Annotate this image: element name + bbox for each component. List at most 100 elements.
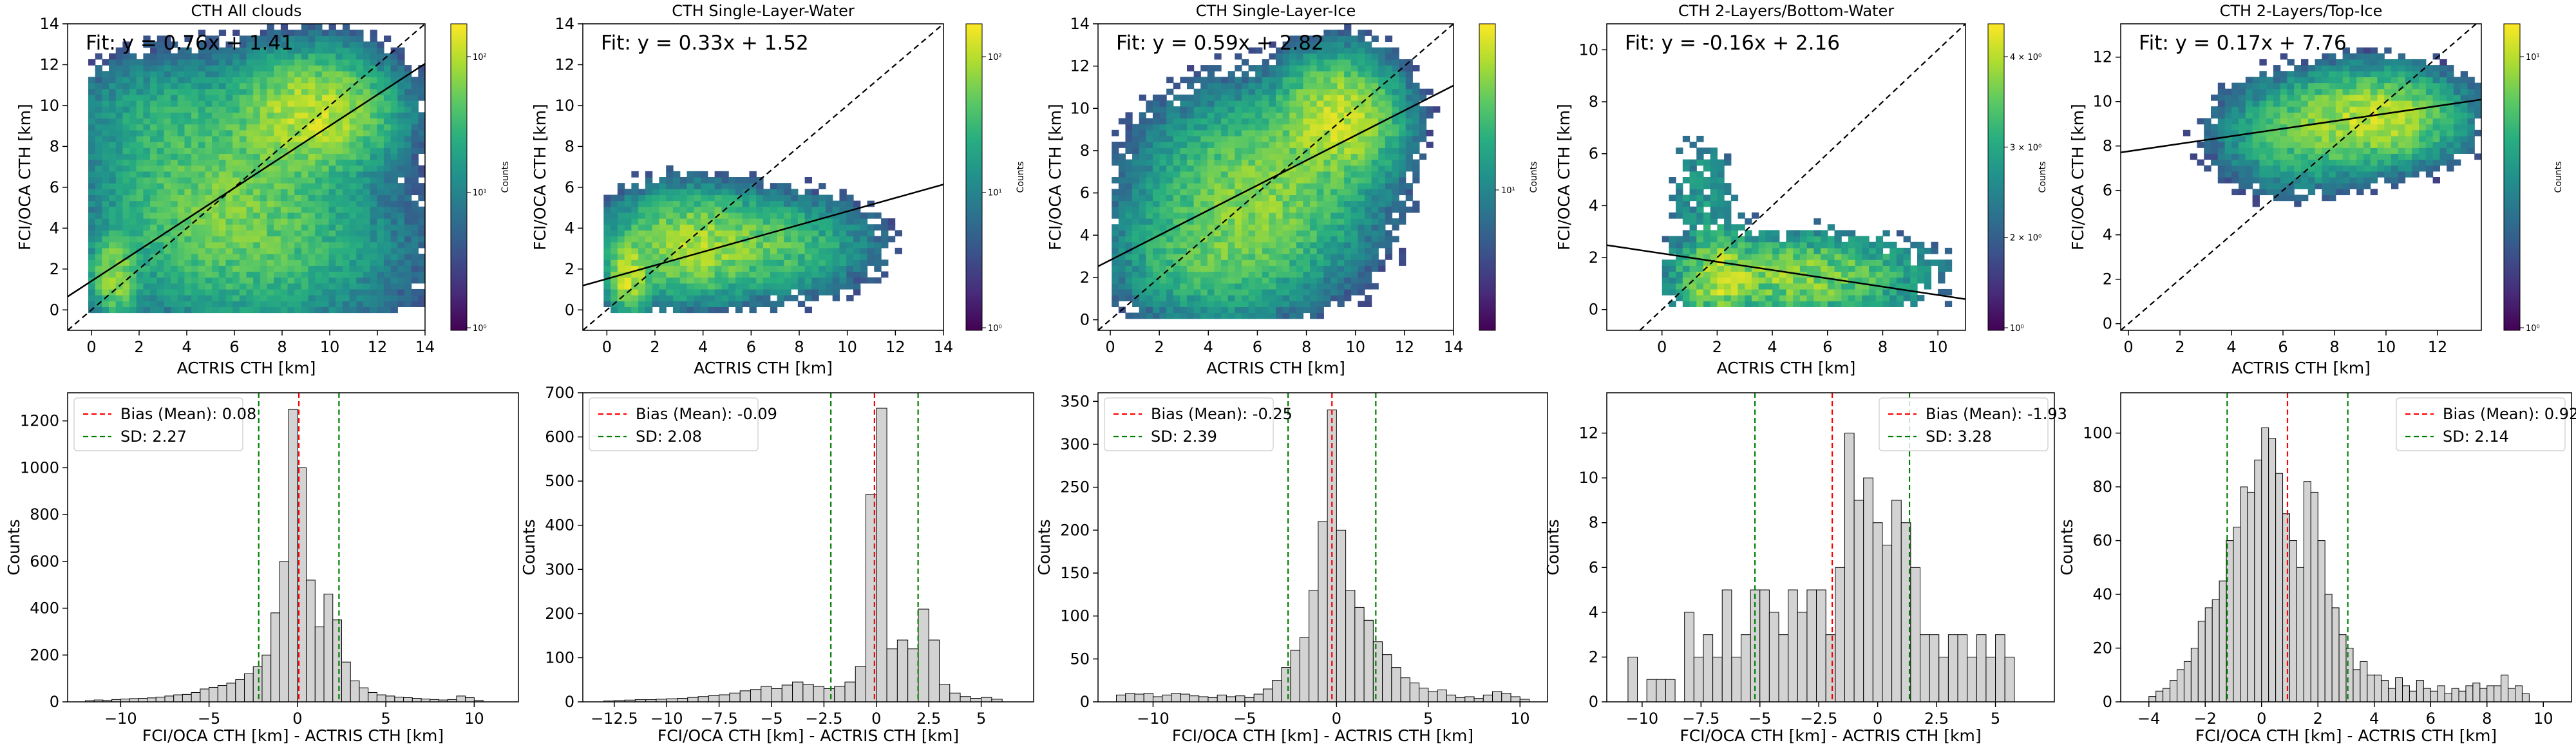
heatmap-cell bbox=[1227, 100, 1235, 107]
heatmap-cell bbox=[1112, 177, 1119, 184]
heatmap-cell bbox=[1207, 283, 1215, 290]
heatmap-cell bbox=[1323, 183, 1331, 189]
heatmap-cell bbox=[418, 254, 425, 260]
heatmap-cell bbox=[1323, 94, 1331, 101]
heatmap-cell bbox=[825, 212, 833, 219]
heatmap-cell bbox=[1316, 171, 1324, 178]
heatmap-cell bbox=[1112, 277, 1119, 284]
heatmap-cell bbox=[777, 295, 784, 301]
heatmap-cell bbox=[377, 142, 384, 148]
heatmap-cell bbox=[659, 212, 667, 219]
heatmap-cell bbox=[150, 271, 158, 278]
heatmap-cell bbox=[301, 288, 309, 296]
heatmap-cell bbox=[1235, 312, 1242, 319]
heatmap-cell bbox=[143, 165, 151, 172]
heatmap-cell bbox=[136, 147, 144, 154]
heatmap-cell bbox=[246, 59, 254, 66]
heatmap-cell bbox=[1358, 165, 1365, 172]
heatmap-cell bbox=[1248, 230, 1256, 237]
heatmap-cell bbox=[363, 277, 371, 284]
heatmap-cell bbox=[1385, 71, 1393, 77]
heatmap-cell bbox=[1344, 153, 1352, 160]
heatmap-cell bbox=[280, 183, 289, 189]
heatmap-cell bbox=[735, 265, 743, 272]
heatmap-cell bbox=[1248, 82, 1256, 90]
heatmap-cell bbox=[301, 159, 309, 166]
heatmap-cell bbox=[171, 41, 178, 48]
y-axis-label: FCI/OCA CTH [km] bbox=[15, 104, 34, 250]
heatmap-cell bbox=[404, 271, 412, 278]
heatmap-cell bbox=[377, 283, 384, 290]
heatmap-cell bbox=[294, 189, 302, 196]
heatmap-cell bbox=[1200, 88, 1208, 95]
heatmap-cell bbox=[1180, 183, 1188, 189]
heatmap-cell bbox=[1365, 283, 1372, 290]
heatmap-cell bbox=[1173, 177, 1180, 184]
heatmap-cell bbox=[349, 35, 357, 42]
heatmap-cell bbox=[184, 94, 192, 101]
heatmap-cell bbox=[184, 295, 192, 301]
heatmap-cell bbox=[1350, 212, 1358, 219]
heatmap-cell bbox=[763, 241, 771, 249]
heatmap-cell bbox=[397, 129, 405, 137]
heatmap-cell bbox=[177, 77, 185, 84]
heatmap-cell bbox=[156, 159, 165, 166]
heatmap-cell bbox=[397, 265, 405, 272]
heatmap-cell bbox=[356, 301, 364, 307]
heatmap-cell bbox=[198, 171, 206, 178]
heatmap-cell bbox=[397, 301, 405, 307]
heatmap-cell bbox=[246, 41, 254, 48]
heatmap-cell bbox=[1399, 82, 1406, 90]
heatmap-cell bbox=[150, 183, 158, 189]
heatmap-cell bbox=[191, 124, 199, 131]
heatmap-cell bbox=[1330, 212, 1338, 219]
heatmap-cell bbox=[742, 295, 750, 301]
heatmap-cell bbox=[239, 177, 247, 184]
heatmap-cell bbox=[1350, 247, 1358, 254]
heatmap-cell bbox=[1227, 230, 1235, 237]
heatmap-cell bbox=[1371, 124, 1379, 131]
heatmap-cell bbox=[770, 247, 778, 254]
heatmap-cell bbox=[239, 259, 247, 266]
heatmap-cell bbox=[171, 183, 178, 189]
heatmap-cell bbox=[853, 236, 861, 243]
heatmap-cell bbox=[390, 295, 398, 301]
heatmap-cell bbox=[267, 147, 274, 154]
heatmap-cell bbox=[860, 277, 868, 284]
heatmap-cell bbox=[205, 236, 213, 243]
heatmap-cell bbox=[336, 247, 343, 254]
heatmap-cell bbox=[1399, 100, 1406, 107]
heatmap-cell bbox=[267, 47, 274, 54]
heatmap-cell bbox=[1200, 124, 1208, 131]
heatmap-cell bbox=[411, 277, 419, 284]
heatmap-cell bbox=[1221, 189, 1229, 196]
heatmap-cell bbox=[784, 230, 791, 237]
heatmap-cell bbox=[1255, 118, 1263, 125]
heatmap-cell bbox=[122, 94, 130, 101]
heatmap-cell bbox=[1255, 295, 1263, 301]
heatmap-cell bbox=[308, 247, 316, 254]
heatmap-cell bbox=[150, 236, 158, 243]
heatmap-cell bbox=[1365, 159, 1372, 166]
heatmap-cell bbox=[205, 277, 213, 284]
heatmap-cell bbox=[1365, 265, 1372, 272]
heatmap-cell bbox=[1207, 82, 1215, 90]
heatmap-cell bbox=[336, 30, 343, 36]
heatmap-cell bbox=[370, 230, 377, 237]
heatmap-cell bbox=[404, 295, 412, 301]
heatmap-cell bbox=[301, 82, 309, 90]
heatmap-cell bbox=[611, 247, 618, 254]
heatmap-cell bbox=[136, 65, 144, 71]
heatmap-cell bbox=[109, 212, 117, 219]
heatmap-cell bbox=[115, 47, 123, 54]
heatmap-cell bbox=[1323, 47, 1331, 54]
heatmap-cell bbox=[205, 142, 213, 148]
heatmap-cell bbox=[1330, 129, 1338, 137]
heatmap-cell bbox=[1385, 118, 1393, 125]
heatmap-cell bbox=[122, 47, 130, 54]
heatmap-cell bbox=[1412, 94, 1420, 101]
heatmap-cell bbox=[205, 194, 213, 202]
heatmap-cell bbox=[267, 236, 274, 243]
heatmap-cell bbox=[1310, 247, 1318, 254]
heatmap-cell bbox=[363, 53, 371, 60]
